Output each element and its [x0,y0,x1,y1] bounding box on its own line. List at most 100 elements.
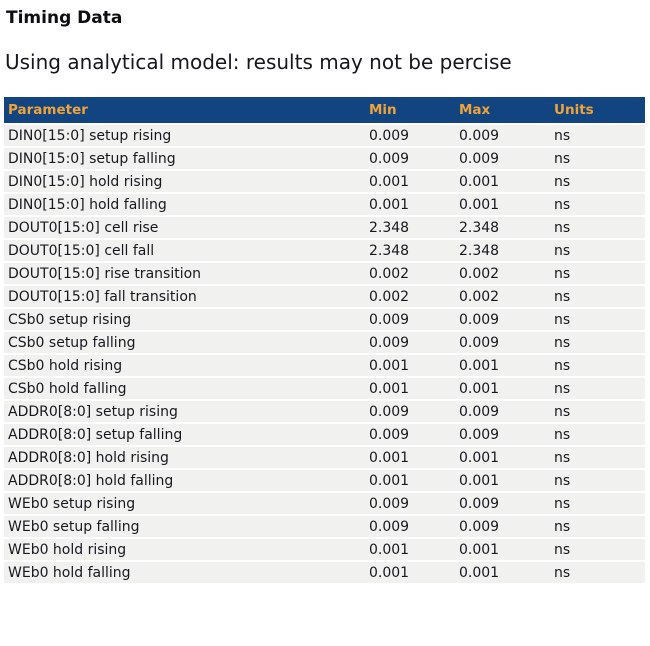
min-cell: 0.001 [365,170,455,194]
table-header: Parameter Min Max Units [4,97,645,125]
parameter-cell: WEb0 setup rising [4,492,365,516]
min-cell: 2.348 [365,239,455,263]
units-cell: ns [550,446,645,470]
parameter-cell: WEb0 setup falling [4,515,365,539]
table-row: DOUT0[15:0] cell rise 2.348 2.348 ns [4,216,645,240]
units-cell: ns [550,377,645,401]
parameter-cell: DOUT0[15:0] rise transition [4,262,365,286]
min-cell: 0.002 [365,285,455,309]
units-cell: ns [550,216,645,240]
table-row: ADDR0[8:0] setup falling 0.009 0.009 ns [4,423,645,447]
min-cell: 0.001 [365,561,455,585]
max-cell: 0.001 [455,377,550,401]
min-cell: 0.002 [365,262,455,286]
table-row: DIN0[15:0] hold falling 0.001 0.001 ns [4,193,645,217]
min-cell: 0.009 [365,308,455,332]
units-cell: ns [550,170,645,194]
max-cell: 0.009 [455,147,550,171]
units-cell: ns [550,492,645,516]
units-cell: ns [550,400,645,424]
table-body: DIN0[15:0] setup rising 0.009 0.009 ns DIN0[… [4,124,645,585]
table-row: ADDR0[8:0] hold falling 0.001 0.001 ns [4,469,645,493]
parameter-cell: WEb0 hold rising [4,538,365,562]
table-row: ADDR0[8:0] setup rising 0.009 0.009 ns [4,400,645,424]
units-cell: ns [550,423,645,447]
table-row: DIN0[15:0] hold rising 0.001 0.001 ns [4,170,645,194]
min-cell: 0.001 [365,377,455,401]
min-cell: 0.009 [365,492,455,516]
units-cell: ns [550,239,645,263]
table-row: WEb0 hold rising 0.001 0.001 ns [4,538,645,562]
parameter-cell: ADDR0[8:0] setup falling [4,423,365,447]
parameter-cell: ADDR0[8:0] hold falling [4,469,365,493]
min-cell: 0.009 [365,331,455,355]
table-row: CSb0 hold falling 0.001 0.001 ns [4,377,645,401]
max-cell: 0.009 [455,124,550,148]
parameter-cell: DIN0[15:0] hold rising [4,170,365,194]
units-cell: ns [550,124,645,148]
units-cell: ns [550,538,645,562]
table-row: CSb0 setup falling 0.009 0.009 ns [4,331,645,355]
max-cell: 2.348 [455,239,550,263]
max-cell: 0.001 [455,538,550,562]
max-cell: 0.009 [455,308,550,332]
parameter-cell: CSb0 hold rising [4,354,365,378]
max-cell: 0.002 [455,262,550,286]
max-cell: 0.001 [455,469,550,493]
table-header-row: Parameter Min Max Units [4,97,645,125]
parameter-cell: DIN0[15:0] setup falling [4,147,365,171]
min-cell: 0.001 [365,538,455,562]
parameter-cell: CSb0 setup rising [4,308,365,332]
column-header-parameter: Parameter [4,97,365,125]
table-row: WEb0 hold falling 0.001 0.001 ns [4,561,645,585]
table-row: DOUT0[15:0] cell fall 2.348 2.348 ns [4,239,645,263]
max-cell: 0.001 [455,170,550,194]
table-row: DOUT0[15:0] rise transition 0.002 0.002 ns [4,262,645,286]
min-cell: 0.009 [365,423,455,447]
min-cell: 0.001 [365,446,455,470]
page-title: Timing Data [6,8,123,28]
parameter-cell: DOUT0[15:0] cell fall [4,239,365,263]
units-cell: ns [550,515,645,539]
units-cell: ns [550,147,645,171]
units-cell: ns [550,262,645,286]
parameter-cell: DIN0[15:0] hold falling [4,193,365,217]
table-row: WEb0 setup rising 0.009 0.009 ns [4,492,645,516]
max-cell: 0.001 [455,354,550,378]
max-cell: 2.348 [455,216,550,240]
max-cell: 0.009 [455,331,550,355]
parameter-cell: CSb0 hold falling [4,377,365,401]
table-row: DOUT0[15:0] fall transition 0.002 0.002 ns [4,285,645,309]
table-row: DIN0[15:0] setup falling 0.009 0.009 ns [4,147,645,171]
model-disclaimer-text: Using analytical model: results may not … [5,50,512,74]
min-cell: 0.001 [365,193,455,217]
table-row: ADDR0[8:0] hold rising 0.001 0.001 ns [4,446,645,470]
max-cell: 0.001 [455,561,550,585]
min-cell: 0.009 [365,515,455,539]
min-cell: 0.001 [365,354,455,378]
min-cell: 0.009 [365,124,455,148]
max-cell: 0.009 [455,515,550,539]
units-cell: ns [550,331,645,355]
max-cell: 0.001 [455,193,550,217]
parameter-cell: ADDR0[8:0] hold rising [4,446,365,470]
parameter-cell: DOUT0[15:0] fall transition [4,285,365,309]
min-cell: 0.009 [365,400,455,424]
max-cell: 0.002 [455,285,550,309]
parameter-cell: WEb0 hold falling [4,561,365,585]
column-header-min: Min [365,97,455,125]
max-cell: 0.009 [455,492,550,516]
units-cell: ns [550,308,645,332]
min-cell: 0.009 [365,147,455,171]
table-row: DIN0[15:0] setup rising 0.009 0.009 ns [4,124,645,148]
units-cell: ns [550,469,645,493]
max-cell: 0.009 [455,423,550,447]
units-cell: ns [550,561,645,585]
column-header-units: Units [550,97,645,125]
min-cell: 2.348 [365,216,455,240]
min-cell: 0.001 [365,469,455,493]
timing-data-table: Parameter Min Max Units DIN0[15:0] setup… [4,97,645,585]
parameter-cell: DIN0[15:0] setup rising [4,124,365,148]
table-row: CSb0 setup rising 0.009 0.009 ns [4,308,645,332]
